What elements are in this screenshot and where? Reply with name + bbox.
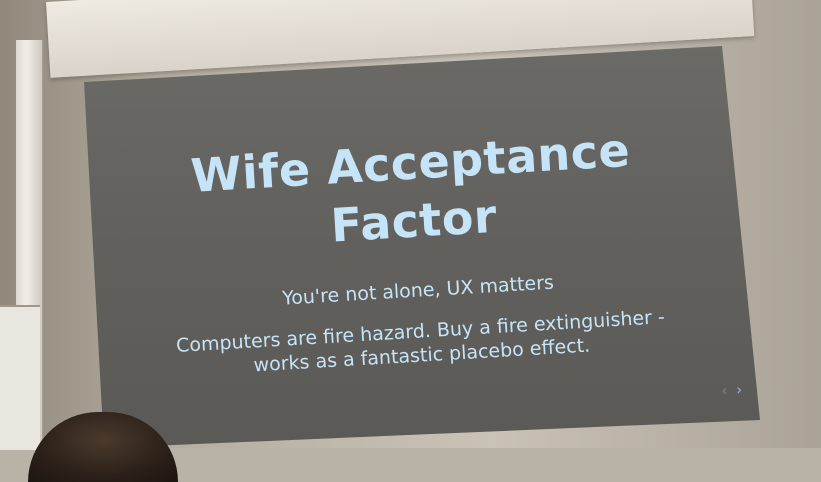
chevron-left-icon[interactable]: ‹ bbox=[720, 381, 729, 400]
whiteboard bbox=[0, 305, 40, 450]
projection-screen bbox=[84, 46, 760, 448]
chevron-right-icon[interactable]: › bbox=[735, 380, 743, 399]
slide: Wife Acceptance Factor You're not alone,… bbox=[176, 123, 747, 400]
slide-navigation: ‹ › bbox=[720, 380, 747, 400]
